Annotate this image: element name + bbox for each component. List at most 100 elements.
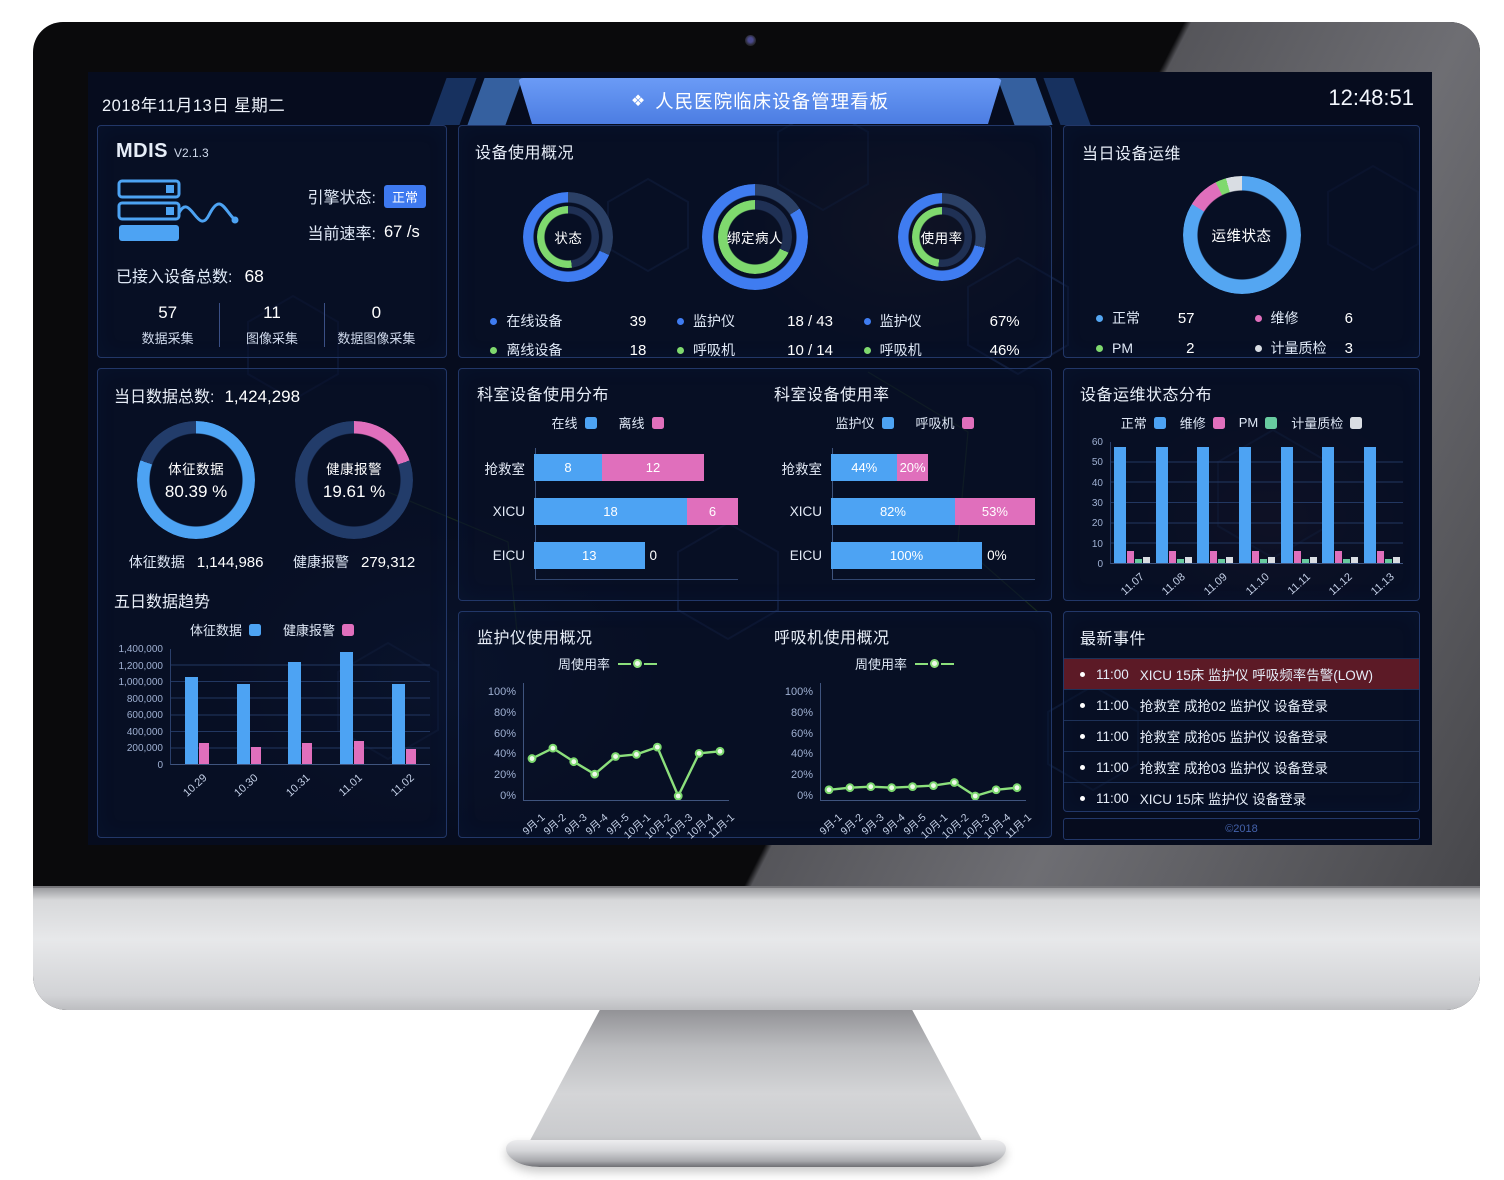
bar-group: 11.08 xyxy=(1155,442,1192,598)
x-tick-label: 11.07 xyxy=(1118,571,1147,598)
legend-swatch xyxy=(1153,416,1166,429)
legend-item[interactable]: 正常 xyxy=(1121,413,1166,432)
event-text: 抢救室 成抢02 监护仪 设备登录 xyxy=(1139,699,1329,714)
donut-center-label: 绑定病人 xyxy=(726,231,783,246)
donut-usage-rate: 使用率 监护仪 67% 呼吸机 xyxy=(849,173,1035,360)
bar-group: 11.01 xyxy=(337,649,365,799)
event-text: 抢救室 成抢05 监护仪 设备登录 xyxy=(1139,730,1329,745)
bar-计量质检 xyxy=(1184,556,1192,563)
donut-center-label: 使用率 xyxy=(920,231,963,246)
event-row[interactable]: 11:00 抢救室 成抢02 监护仪 设备登录 xyxy=(1064,689,1419,720)
bar-体征数据 xyxy=(236,684,250,764)
page-title: 人民医院临床设备管理看板 xyxy=(655,91,890,112)
legend-item[interactable]: 正常 57 xyxy=(1096,308,1229,328)
legend-item[interactable]: 监护仪 18 / 43 xyxy=(676,311,833,331)
x-axis: 9月-1 9月-2 9月-3 9月-4 9月-5 10月-1 10月-2 10月-3 10月-4… xyxy=(817,806,1034,845)
x-tick-label: 11.08 xyxy=(1160,571,1189,598)
event-time: 11:00 xyxy=(1096,728,1129,744)
bar-segment-在线: 18 xyxy=(534,498,687,525)
panel-daily-data: 当日数据总数: 1,424,298 体征数据 80.39 % xyxy=(97,368,447,838)
bar-PM xyxy=(1301,558,1309,563)
legend-label: 在线 xyxy=(551,416,578,431)
category-label: XICU xyxy=(492,504,525,519)
donut-bound-patients: 绑定病人 监护仪 18 / 43 呼吸机 xyxy=(662,173,848,360)
panel-title: 设备运维状态分布 xyxy=(1080,387,1213,404)
legend-line xyxy=(915,662,928,665)
legend-item[interactable]: PM xyxy=(1239,415,1278,430)
legend-item[interactable]: 体征数据 xyxy=(190,620,261,639)
y-axis: 0% 20% 40% 60% 80% 100% xyxy=(774,683,820,802)
dept-rate-chart: 抢救室 44% 20% XICU 82% 53% EICU 100% 0% xyxy=(782,448,1035,580)
maint-distribution-chart: 0 10 20 30 40 50 60 11.07 11.08 11.09 11.10 11.11 1… xyxy=(1080,437,1403,598)
hbar-track: 100% 0% xyxy=(831,542,1035,569)
total-devices-value: 68 xyxy=(244,266,264,286)
daily-total-label: 当日数据总数: xyxy=(114,389,215,406)
event-row-alert[interactable]: 11:00 XICU 15床 监护仪 呼吸频率告警(LOW) xyxy=(1064,658,1419,689)
bar-健康报警 xyxy=(302,743,313,764)
hbar-row: EICU 13 0 xyxy=(493,542,738,569)
legend-dot xyxy=(1254,314,1262,322)
zero-value-label: 0 xyxy=(649,548,658,563)
legend-value: 39 xyxy=(629,312,647,330)
legend-item[interactable]: 离线 xyxy=(619,413,664,432)
legend-item[interactable]: 维修 6 xyxy=(1254,308,1388,328)
monitor-stand-neck xyxy=(526,1006,986,1148)
hbar-track: 8 12 xyxy=(534,454,738,481)
bar-PM xyxy=(1218,558,1226,563)
stat-col: 0 数据图像采集 xyxy=(323,303,428,347)
legend: 正常 维修 PM 计量质检 xyxy=(1080,413,1403,432)
caption-value: 279,312 xyxy=(361,554,416,571)
bar-group: 10.31 xyxy=(284,649,313,799)
legend-swatch xyxy=(1265,416,1278,429)
dept-distribution-chart: 抢救室 8 12 XICU 18 6 EICU 13 0 xyxy=(485,448,738,580)
bar-group: 10.30 xyxy=(233,649,261,799)
legend-label: 正常 xyxy=(1120,416,1147,431)
legend-item[interactable]: 在线 xyxy=(551,413,597,432)
legend-item[interactable]: 监护仪 xyxy=(835,413,894,432)
event-row[interactable]: 11:00 抢救室 成抢05 监护仪 设备登录 xyxy=(1064,720,1419,751)
legend[interactable]: 周使用率 xyxy=(477,654,738,673)
legend-item[interactable]: 呼吸机 10 / 14 xyxy=(676,340,833,360)
x-axis: 9月-1 9月-2 9月-3 9月-4 9月-5 10月-1 10月-2 10月-3 10月-4… xyxy=(520,806,737,845)
y-tick-label: 50 xyxy=(1091,457,1103,469)
y-tick-label: 20% xyxy=(790,769,813,782)
stat-col: 57 数据采集 xyxy=(116,303,219,347)
legend-value: 2 xyxy=(1186,339,1195,357)
y-tick-label: 1,400,000 xyxy=(118,644,164,655)
legend-value: 46% xyxy=(989,341,1020,359)
bar-健康报警 xyxy=(250,746,261,764)
y-tick-label: 1,200,000 xyxy=(118,660,164,672)
bar-计量质检 xyxy=(1226,556,1234,563)
event-row[interactable]: 11:00 抢救室 成抢03 监护仪 设备登录 xyxy=(1064,751,1419,782)
panel-dept-charts: 科室设备使用分布 在线 离线 抢救室 8 12 XICU 18 6 EICU 13 0 xyxy=(458,368,1052,601)
legend-item[interactable]: 在线设备 39 xyxy=(490,311,646,331)
y-axis: 0 10 20 30 40 50 60 xyxy=(1080,437,1110,570)
legend-label: 监护仪 xyxy=(692,313,735,329)
donut-health-alarm: 健康报警 19.61 % 健康报警 279,312 xyxy=(293,421,415,572)
donut-name: 健康报警 xyxy=(326,462,383,477)
legend-item[interactable]: PM 2 xyxy=(1096,338,1229,358)
legend-item[interactable]: 计量质检 3 xyxy=(1254,338,1388,358)
event-time: 11:00 xyxy=(1096,666,1129,682)
legend-item[interactable]: 呼吸机 xyxy=(916,413,974,432)
legend-value: 3 xyxy=(1344,339,1353,357)
legend-item[interactable]: 呼吸机 46% xyxy=(863,340,1020,360)
bar-group: 11.09 xyxy=(1197,442,1234,598)
legend-label: 监护仪 xyxy=(879,313,922,329)
bullet-icon xyxy=(1080,671,1085,677)
legend-swatch xyxy=(651,416,664,429)
legend-item[interactable]: 计量质检 xyxy=(1291,413,1363,432)
legend: 在线 离线 xyxy=(477,413,738,432)
webcam-icon xyxy=(745,35,756,46)
legend-item[interactable]: 离线设备 18 xyxy=(490,340,646,360)
stat-col: 11 图像采集 xyxy=(219,303,323,347)
legend-item[interactable]: 维修 xyxy=(1180,413,1225,432)
x-tick-label: 10.30 xyxy=(232,772,262,800)
legend-item[interactable]: 监护仪 67% xyxy=(863,311,1020,331)
legend-item[interactable]: 健康报警 xyxy=(283,620,355,639)
legend[interactable]: 周使用率 xyxy=(774,654,1035,673)
y-tick-label: 40% xyxy=(493,748,516,761)
event-row[interactable]: 11:00 XICU 15床 监护仪 设备登录 xyxy=(1064,782,1419,811)
bar-segment-监护仪: 44% xyxy=(831,454,898,481)
